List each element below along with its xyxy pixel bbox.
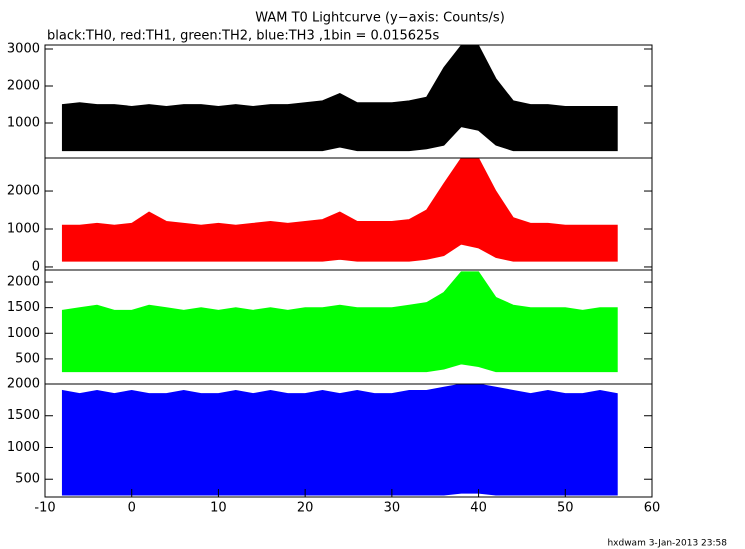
y-tick-label: 1000: [7, 115, 40, 130]
y-tick-label: 2000: [7, 377, 40, 392]
y-tick-label: 0: [32, 259, 40, 274]
chart-subtitle: black:TH0, red:TH1, green:TH2, blue:TH3 …: [47, 29, 440, 44]
lightcurve-band: [61, 271, 618, 373]
x-tick-label: 60: [644, 501, 661, 516]
y-tick-label: 1000: [7, 440, 40, 455]
y-tick-label: 500: [15, 351, 40, 366]
y-tick-label: 1000: [7, 326, 40, 341]
y-tick-label: 2000: [7, 78, 40, 93]
lightcurve-band: [61, 44, 618, 152]
y-tick-label: 2000: [7, 275, 40, 290]
panel-frame: [44, 383, 653, 498]
footer: hxdwam 3-Jan-2013 23:58: [607, 539, 727, 549]
x-tick-label: 30: [384, 501, 401, 516]
y-tick-label: 1500: [7, 300, 40, 315]
lightcurve-band: [61, 383, 618, 496]
y-tick-label: 1500: [7, 408, 40, 423]
chart-title: WAM T0 Lightcurve (y−axis: Counts/s): [255, 11, 505, 26]
x-tick-label: -10: [34, 501, 55, 516]
y-tick-label: 500: [15, 472, 40, 487]
x-tick-label: 50: [557, 501, 574, 516]
x-tick-label: 20: [297, 501, 314, 516]
lightcurve-band: [61, 157, 618, 262]
x-tick-label: 0: [128, 501, 136, 516]
y-tick-label: 2000: [7, 184, 40, 199]
y-tick-label: 1000: [7, 221, 40, 236]
x-tick-label: 10: [210, 501, 227, 516]
y-tick-label: 3000: [7, 41, 40, 56]
x-tick-label: 40: [470, 501, 487, 516]
